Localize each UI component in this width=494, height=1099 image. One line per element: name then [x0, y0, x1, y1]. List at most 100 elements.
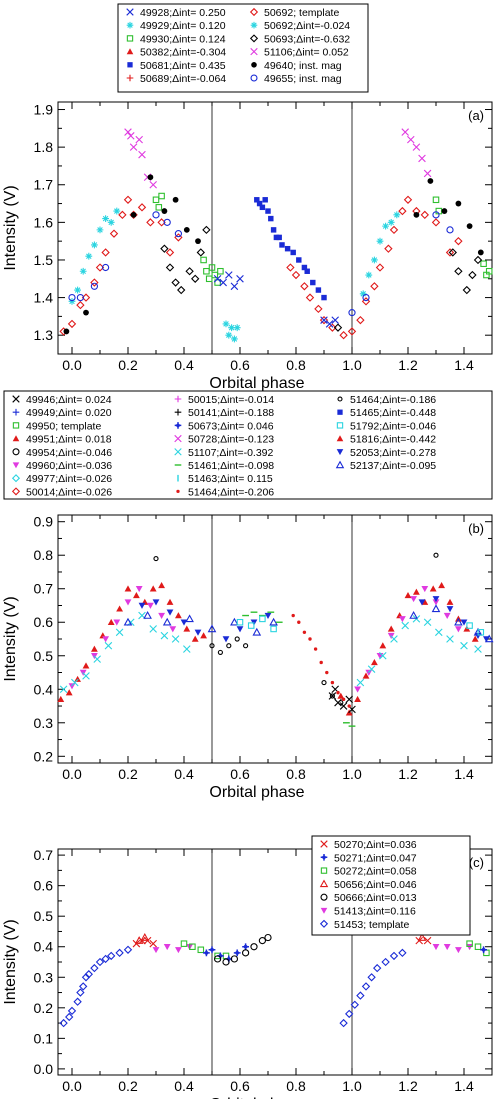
- data-point: [441, 208, 448, 214]
- data-point: [468, 270, 477, 280]
- series-10: [236, 615, 485, 636]
- data-point: [107, 951, 116, 961]
- y-tick-label: 1.3: [34, 327, 54, 343]
- y-tick-label: 0.6: [34, 878, 54, 894]
- data-point: [376, 237, 384, 245]
- legend-marker: [174, 408, 182, 416]
- data-point: [337, 692, 345, 699]
- y-tick-label: 1.7: [34, 177, 54, 193]
- data-point: [165, 248, 175, 257]
- x-tick-label: 0.8: [286, 766, 306, 782]
- legend-marker: [336, 449, 344, 456]
- data-point: [445, 248, 455, 257]
- data-point: [423, 618, 432, 627]
- data-point: [455, 626, 462, 633]
- data-point: [171, 278, 180, 287]
- data-point: [480, 260, 487, 268]
- data-point: [473, 255, 483, 265]
- plot-frame: [57, 514, 493, 764]
- data-point: [365, 669, 373, 676]
- data-point: [286, 263, 295, 272]
- data-point: [191, 635, 199, 642]
- data-point: [446, 226, 454, 234]
- y-tick-label: 0.0: [34, 1061, 54, 1077]
- x-tick-label: 0.8: [286, 1078, 306, 1094]
- legend-label: 50666;Δint=0.013: [334, 892, 417, 904]
- data-point: [339, 1018, 348, 1028]
- data-point: [328, 323, 337, 332]
- data-point: [65, 689, 73, 696]
- data-point: [200, 256, 207, 264]
- data-point: [350, 1000, 359, 1009]
- data-point: [423, 169, 432, 178]
- data-point: [135, 135, 143, 144]
- legend-label: 49954;Δint=-0.046: [26, 447, 112, 459]
- y-tick-label: 1.8: [34, 139, 54, 155]
- data-point: [269, 617, 278, 626]
- data-point: [233, 324, 241, 332]
- data-point: [315, 287, 322, 293]
- data-point: [259, 204, 266, 211]
- data-point: [258, 937, 267, 945]
- data-point: [304, 268, 310, 274]
- x-tick-label: 0.6: [230, 357, 250, 373]
- data-point: [367, 665, 376, 673]
- legend-label: 49928;Δint= 0.250: [140, 7, 226, 19]
- legend-label: 49951;Δint= 0.018: [26, 434, 112, 446]
- series-8: [291, 613, 351, 708]
- data-point: [194, 629, 202, 636]
- data-point: [101, 248, 110, 257]
- data-point: [115, 628, 124, 637]
- data-point: [401, 621, 409, 630]
- y-tick-label: 0.1: [34, 1030, 54, 1046]
- data-point: [84, 970, 93, 979]
- legend-label: 50272;Δint=0.058: [334, 866, 417, 878]
- data-point: [429, 585, 437, 592]
- data-point: [382, 222, 389, 230]
- data-point: [208, 264, 216, 271]
- data-point: [236, 626, 244, 633]
- data-point: [418, 154, 426, 163]
- data-point: [59, 1018, 68, 1028]
- data-point: [413, 588, 420, 595]
- data-point: [71, 678, 79, 687]
- legend-marker-core: [176, 423, 180, 428]
- legend-marker: [126, 8, 134, 16]
- legend-marker: [320, 840, 328, 848]
- data-point: [96, 226, 104, 234]
- data-point: [162, 617, 172, 626]
- legend-label: 50270;Δint=0.036: [334, 839, 417, 851]
- data-point: [160, 244, 169, 253]
- series-7: [160, 225, 483, 332]
- data-point: [149, 625, 157, 633]
- data-point: [174, 230, 183, 238]
- data-point: [264, 933, 272, 942]
- data-point: [138, 602, 146, 609]
- data-point: [485, 267, 493, 275]
- data-point: [57, 695, 65, 703]
- data-point: [345, 695, 353, 704]
- legend-label: 50141;Δint=-0.188: [188, 407, 274, 419]
- legend-label: 50656;Δint=0.046: [334, 879, 417, 891]
- series-9: [68, 211, 454, 317]
- data-point: [149, 939, 157, 948]
- data-point: [225, 271, 233, 279]
- legend-label: 51464;Δint=-0.206: [188, 486, 274, 498]
- data-point: [230, 955, 239, 963]
- data-point: [91, 241, 98, 249]
- legend-label: 51464;Δint=-0.186: [350, 394, 436, 406]
- data-point: [163, 218, 171, 226]
- series-6: [203, 943, 487, 963]
- panel-label: (a): [468, 108, 484, 123]
- data-point: [196, 248, 205, 257]
- data-point: [79, 982, 88, 991]
- data-point: [356, 678, 365, 687]
- data-point: [59, 685, 68, 694]
- data-point: [205, 275, 213, 283]
- y-tick-label: 0.2: [34, 1000, 54, 1016]
- data-point: [169, 626, 177, 633]
- data-point: [399, 616, 406, 623]
- data-point: [354, 686, 361, 693]
- data-point: [183, 226, 190, 233]
